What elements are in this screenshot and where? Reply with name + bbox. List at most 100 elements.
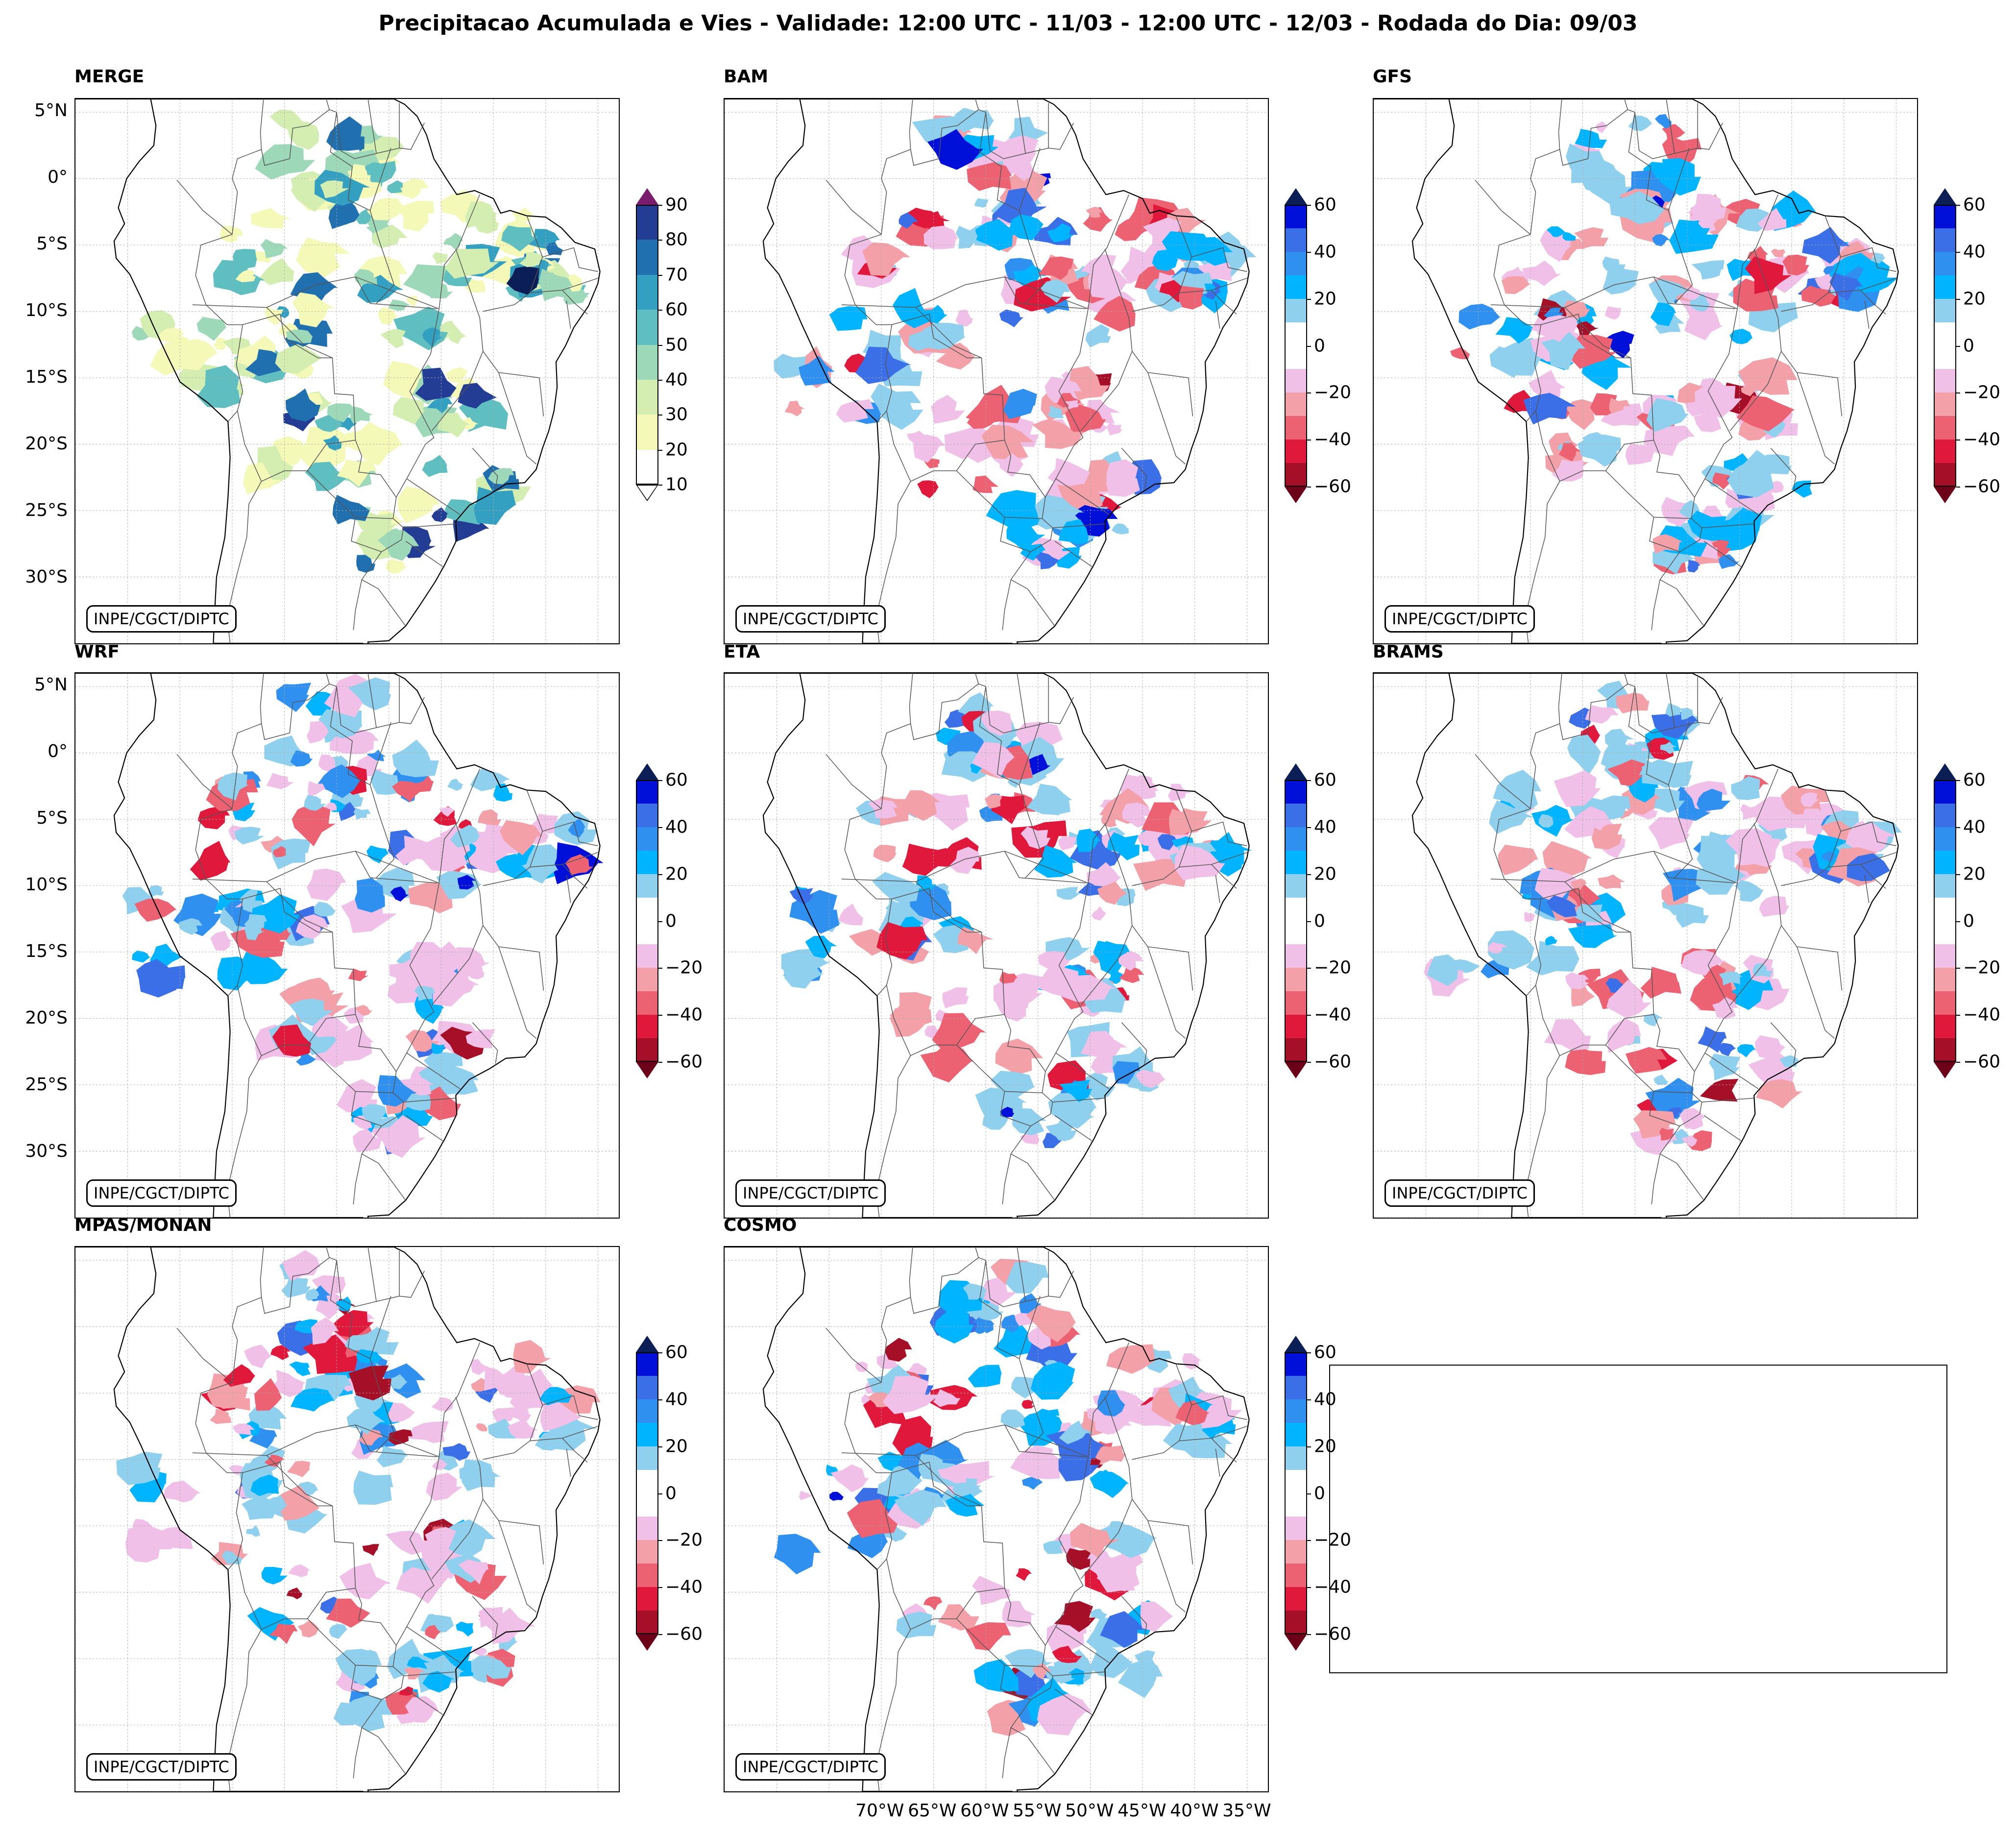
- border-line: [542, 1395, 598, 1420]
- precip-shade: [235, 269, 256, 283]
- border-line: [1132, 351, 1193, 416]
- precip-shade: [308, 781, 325, 797]
- precip-shade: [1000, 1106, 1015, 1117]
- precip-shade: [1501, 276, 1530, 294]
- border-line: [1215, 1448, 1220, 1477]
- border-line: [1080, 925, 1133, 1005]
- precip-shade: [289, 999, 334, 1027]
- precip-shade: [1118, 951, 1144, 971]
- precip-shade: [337, 460, 377, 487]
- colorbar-tick-label: −40: [1314, 1004, 1351, 1025]
- latitude-tick-label: 10°S: [25, 300, 68, 321]
- precip-shade: [974, 1277, 1017, 1307]
- precip-shade: [973, 1318, 995, 1334]
- precip-shade: [1652, 534, 1683, 554]
- precip-shade: [1039, 966, 1086, 997]
- precip-shade: [927, 129, 983, 170]
- precip-shade: [1687, 560, 1700, 573]
- border-line: [1624, 673, 1628, 684]
- precip-shade: [1643, 1013, 1664, 1027]
- border-line: [909, 673, 913, 724]
- map-panel-eta[interactable]: INPE/CGCT/DIPTC: [724, 672, 1269, 1219]
- precip-shade: [414, 993, 444, 1024]
- precip-shade: [1526, 940, 1579, 976]
- precip-shade: [1197, 237, 1233, 266]
- border-line: [1770, 1022, 1797, 1064]
- border-line: [1828, 278, 1896, 293]
- precip-shade: [311, 1014, 349, 1037]
- precip-shade: [972, 475, 999, 493]
- precip-shade: [1080, 1030, 1128, 1058]
- map-panel-wrf[interactable]: INPE/CGCT/DIPTC: [74, 672, 620, 1219]
- precip-shade: [1026, 783, 1072, 815]
- precip-shade: [500, 820, 543, 856]
- precip-shade: [1607, 759, 1646, 786]
- map-panel-mpas-monan[interactable]: INPE/CGCT/DIPTC: [74, 1246, 620, 1792]
- colorbar-segment: [636, 874, 658, 898]
- map-panel-cosmo[interactable]: INPE/CGCT/DIPTC: [724, 1246, 1269, 1792]
- precip-shade: [348, 427, 403, 466]
- panel-title-mpas-monan: MPAS/MONAN: [74, 1215, 212, 1235]
- map-panel-gfs[interactable]: INPE/CGCT/DIPTC: [1373, 98, 1918, 644]
- precip-shade: [999, 453, 1024, 477]
- precip-shade: [1095, 1445, 1126, 1465]
- precip-shade: [403, 264, 454, 298]
- border-line: [1054, 1688, 1094, 1716]
- border-line: [975, 673, 979, 684]
- precip-shade: [1648, 817, 1694, 850]
- precip-shade: [316, 1300, 340, 1320]
- precip-shade: [395, 200, 434, 232]
- longitude-tick-label: 50°W: [1065, 1801, 1114, 1821]
- precip-shade: [1734, 880, 1764, 902]
- precip-shade: [305, 462, 352, 491]
- precip-shade: [1066, 1548, 1093, 1570]
- precip-shade: [327, 403, 356, 423]
- border-line: [1797, 372, 1835, 465]
- precip-shade: [830, 1464, 869, 1492]
- colorbar-segment: [1934, 991, 1956, 1015]
- precip-shade: [1058, 836, 1077, 851]
- precip-shade: [305, 1288, 319, 1301]
- border-line: [1002, 579, 1012, 630]
- border-line: [260, 1247, 264, 1297]
- coastline: [762, 99, 1250, 643]
- latitude-tick-label: 5°N: [34, 675, 68, 695]
- precip-shade: [1427, 954, 1467, 986]
- precip-shade: [1782, 254, 1809, 276]
- map-panel-brams[interactable]: INPE/CGCT/DIPTC: [1373, 672, 1918, 1219]
- map-panel-bam[interactable]: INPE/CGCT/DIPTC: [724, 98, 1269, 644]
- precip-shade: [1157, 834, 1178, 851]
- precip-shade: [260, 239, 288, 259]
- latitude-tick-label: 30°S: [25, 1141, 68, 1162]
- border-line: [1493, 850, 1704, 1201]
- border-line: [367, 1247, 377, 1302]
- precip-shade: [1823, 266, 1837, 275]
- colorbar-tick-label: 20: [1314, 289, 1336, 309]
- colorbar-tick-label: −20: [1314, 1530, 1351, 1550]
- colorbar-tick-label: 0: [1314, 336, 1325, 356]
- precip-shade: [422, 455, 448, 477]
- border-line: [909, 1247, 913, 1297]
- colorbar-bias: 60 40 20 0 −20 −40 −60: [636, 763, 703, 1078]
- precip-shade: [1568, 924, 1617, 948]
- border-line: [1211, 290, 1237, 315]
- colorbar-segment: [636, 1399, 658, 1423]
- colorbar-segment: [1934, 416, 1956, 440]
- precip-shade: [980, 1622, 994, 1636]
- precip-shade: [1647, 737, 1674, 760]
- border-line: [826, 1327, 882, 1383]
- precip-shade: [1654, 114, 1672, 129]
- map-panel-merge[interactable]: INPE/CGCT/DIPTC: [74, 98, 620, 644]
- colorbar-segment: [1934, 392, 1956, 416]
- border-line: [498, 946, 536, 1039]
- colorbar-tick-label: 0: [1314, 911, 1325, 931]
- colorbar-segment: [636, 1611, 658, 1635]
- border-line: [876, 1559, 887, 1570]
- precip-shade: [1648, 278, 1691, 304]
- border-line: [406, 1052, 461, 1089]
- precip-shade: [380, 328, 406, 348]
- border-line: [979, 686, 1020, 785]
- precip-shade: [1524, 911, 1536, 922]
- colorbar-tick-label: −60: [1963, 1051, 2000, 1072]
- border-line: [266, 307, 333, 359]
